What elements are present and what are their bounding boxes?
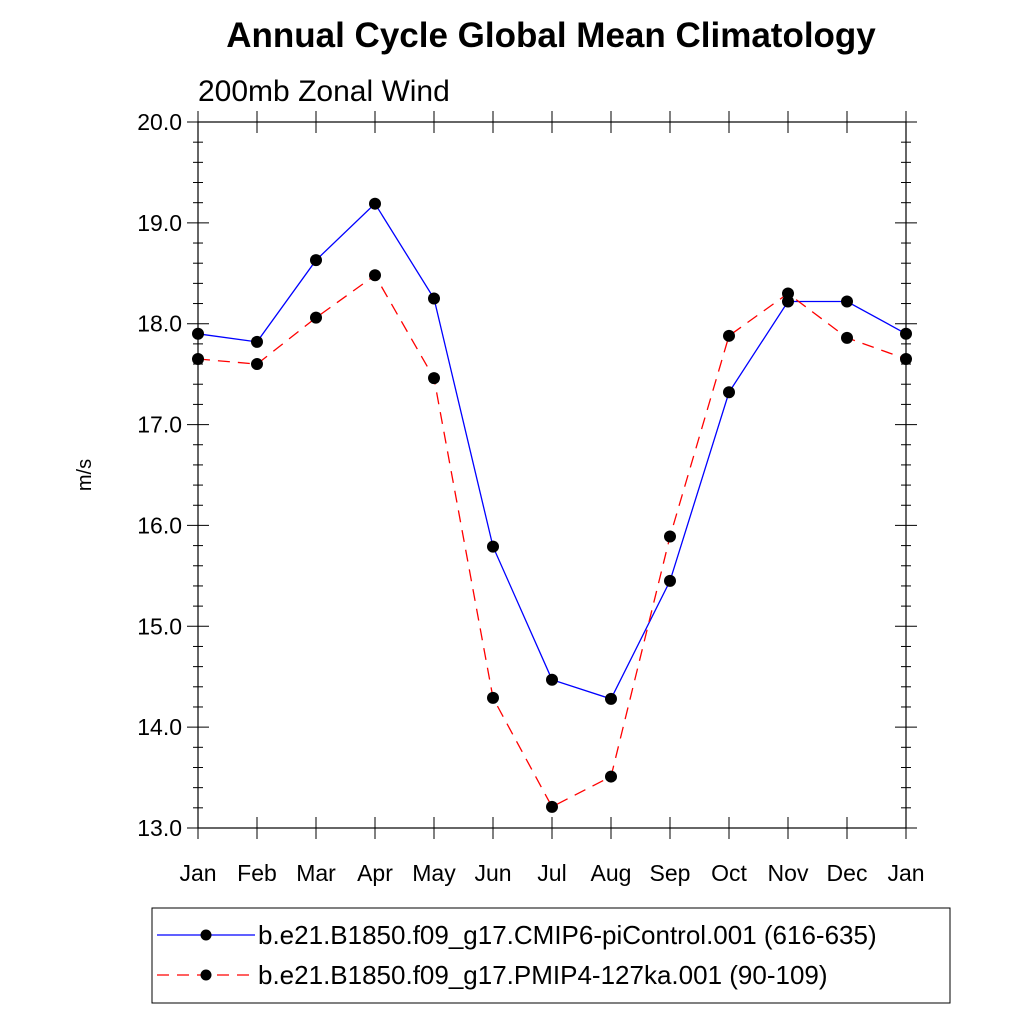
x-tick-label: Jan: [179, 860, 216, 886]
x-tick-label: May: [412, 860, 456, 886]
y-tick-label: 15.0: [137, 613, 182, 639]
series-line-2: [197, 274, 907, 808]
x-tick-label: Sep: [650, 860, 691, 886]
series-1-point: [428, 292, 440, 305]
series-2-point: [605, 770, 617, 783]
y-axis-label: m/s: [74, 459, 96, 491]
series-1-point: [664, 574, 676, 587]
legend-marker-2: [200, 969, 212, 981]
legend-label-2: b.e21.B1850.f09_g17.PMIP4-127ka.001 (90-…: [258, 960, 828, 990]
series-2-point: [841, 331, 853, 344]
series-2-point: [310, 311, 322, 324]
series-1-point: [546, 673, 558, 686]
legend-entry-2: b.e21.B1850.f09_g17.PMIP4-127ka.001 (90-…: [157, 960, 828, 990]
series-2-point: [723, 329, 735, 342]
series-2-point: [428, 372, 440, 385]
y-tick-label: 17.0: [137, 412, 182, 438]
y-tick-label: 18.0: [137, 311, 182, 337]
plot-frame: [197, 121, 907, 829]
series-1-point: [841, 295, 853, 308]
x-tick-label: Jun: [474, 860, 511, 886]
axis-ticks: 13.0 14.0 15.0 16.0 17.0 18.0 19.0 20.0 Jan Feb Ma…: [137, 109, 924, 886]
legend-entry-1: b.e21.B1850.f09_g17.CMIP6-piControl.001 …: [157, 920, 877, 950]
chart-subtitle: 200mb Zonal Wind: [198, 75, 450, 108]
series-1-point: [487, 540, 499, 553]
x-tick-label: Mar: [296, 860, 336, 886]
series-2-point: [782, 287, 794, 300]
series-1-point: [605, 692, 617, 705]
legend: b.e21.B1850.f09_g17.CMIP6-piControl.001 …: [151, 907, 951, 1004]
series-2-point: [192, 353, 204, 366]
series-1-point: [310, 254, 322, 267]
x-tick-label: Nov: [768, 860, 809, 886]
series-2-point: [487, 691, 499, 704]
x-tick-label: Aug: [591, 860, 632, 886]
series-layer: [192, 197, 912, 813]
x-tick-label: Apr: [357, 860, 393, 886]
series-line-1: [197, 202, 907, 700]
series-1-point: [369, 197, 381, 210]
legend-label-1: b.e21.B1850.f09_g17.CMIP6-piControl.001 …: [258, 920, 877, 950]
series-1-point: [251, 335, 263, 348]
y-tick-label: 19.0: [137, 210, 182, 236]
legend-box: [151, 907, 951, 1004]
y-tick-label: 20.0: [137, 109, 182, 135]
x-tick-label: Feb: [237, 860, 277, 886]
x-tick-label: Jul: [537, 860, 566, 886]
series-1-point: [192, 327, 204, 340]
series-1-point: [723, 386, 735, 399]
x-tick-label: Jan: [887, 860, 924, 886]
series-2-point: [664, 530, 676, 543]
x-tick-label: Dec: [827, 860, 868, 886]
y-tick-label: 14.0: [137, 714, 182, 740]
series-2-point: [900, 353, 912, 366]
y-tick-label: 16.0: [137, 512, 182, 538]
series-1-point: [900, 327, 912, 340]
x-tick-label: Oct: [711, 860, 747, 886]
series-2-point: [251, 358, 263, 371]
series-2-point: [369, 269, 381, 282]
chart-title: Annual Cycle Global Mean Climatology: [226, 16, 876, 55]
legend-marker-1: [200, 929, 212, 941]
y-tick-label: 13.0: [137, 815, 182, 841]
series-2-point: [546, 800, 558, 813]
